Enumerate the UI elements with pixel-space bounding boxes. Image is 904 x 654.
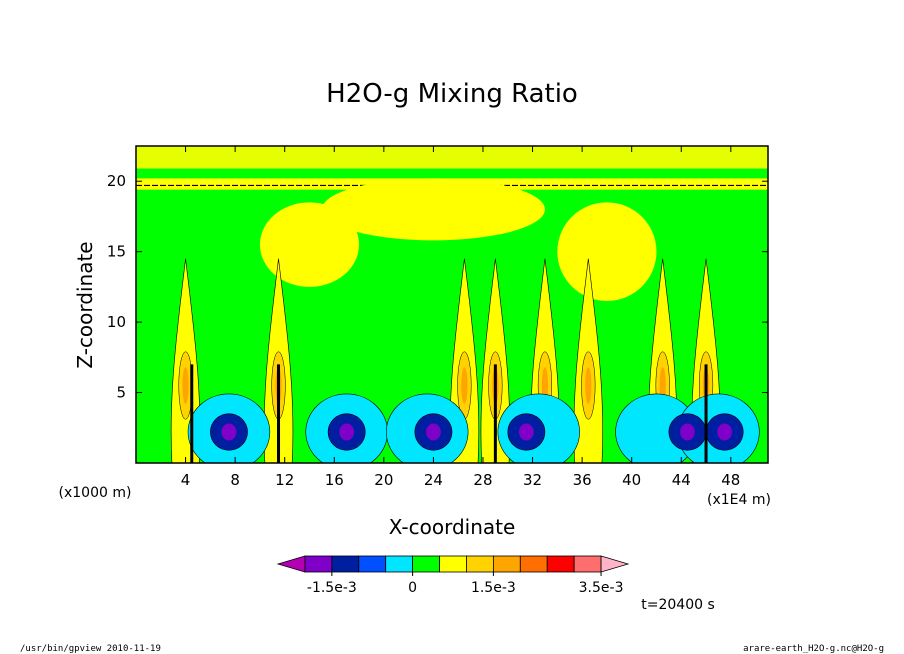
blue-core xyxy=(414,413,453,451)
colorbar-label: -1.5e-3 xyxy=(307,580,357,596)
x-tick-label: 44 xyxy=(672,471,691,489)
x-tick-label: 24 xyxy=(424,471,443,489)
x-tick-label: 48 xyxy=(721,471,740,489)
upper-patch xyxy=(259,202,360,287)
x-tick-label: 32 xyxy=(523,471,542,489)
colorbar-label: 3.5e-3 xyxy=(579,580,624,596)
x-axis: 4 8 12 16 20 24 28 32 36 40 44 48 xyxy=(181,146,740,489)
colorbar-label: 1.5e-3 xyxy=(471,580,516,596)
colorbar-cell xyxy=(276,555,306,573)
x-tick-label: 16 xyxy=(325,471,344,489)
x-tick-label: 20 xyxy=(374,471,393,489)
x-tick-label: 8 xyxy=(230,471,240,489)
dark-column xyxy=(704,364,708,463)
x-tick-label: 12 xyxy=(275,471,294,489)
plume xyxy=(573,258,604,463)
colorbar-cell xyxy=(546,555,575,573)
colorbar-cell xyxy=(385,555,414,573)
colorbar: -1.5e-3 0 1.5e-3 3.5e-3 xyxy=(276,555,630,596)
x-tick-label: 4 xyxy=(181,471,191,489)
colorbar-cell xyxy=(519,555,548,573)
blue-core xyxy=(507,413,546,451)
upper-patch xyxy=(557,202,657,301)
blue-core xyxy=(705,413,744,451)
dark-column xyxy=(190,364,194,463)
y-tick-label: 15 xyxy=(107,243,126,261)
x-axis-label: X-coordinate xyxy=(389,515,516,539)
plot-frame xyxy=(135,145,769,464)
band-upper xyxy=(136,146,768,169)
y-tick-label: 5 xyxy=(116,384,126,402)
time-label: t=20400 s xyxy=(641,597,715,613)
dark-column xyxy=(277,364,281,463)
colorbar-cell xyxy=(439,555,467,573)
y-tick-label: 10 xyxy=(107,313,126,331)
x-tick-label: 36 xyxy=(573,471,592,489)
upper-patch xyxy=(321,178,545,241)
blue-core xyxy=(210,413,248,451)
x-unit-right: (x1E4 m) xyxy=(707,492,771,508)
colorbar-cell xyxy=(304,555,333,573)
chart-title: H2O-g Mixing Ratio xyxy=(326,79,578,109)
colorbar-label: 0 xyxy=(408,580,417,596)
x-tick-label: 40 xyxy=(622,471,641,489)
footer-left: /usr/bin/gpview 2010-11-19 xyxy=(20,644,161,654)
footer-right: arare-earth_H2O-g.nc@H2O-g xyxy=(743,644,884,654)
dark-column xyxy=(493,364,497,463)
y-axis-label: Z-coordinate xyxy=(73,241,97,368)
colorbar-cell xyxy=(492,555,521,573)
colorbar-cell xyxy=(331,555,360,573)
colorbar-cell xyxy=(600,555,630,573)
colorbar-cell xyxy=(358,555,387,573)
y-axis: 5 10 15 20 xyxy=(107,172,768,402)
y-tick-label: 20 xyxy=(107,172,126,190)
colorbar-cell xyxy=(573,555,602,573)
blue-core xyxy=(668,413,707,451)
x-tick-label: 28 xyxy=(473,471,492,489)
colorbar-cell xyxy=(412,555,440,573)
blue-core xyxy=(327,413,366,451)
x-unit-left: (x1000 m) xyxy=(59,485,132,501)
contour-field xyxy=(136,146,768,463)
colorbar-cell xyxy=(466,555,494,573)
